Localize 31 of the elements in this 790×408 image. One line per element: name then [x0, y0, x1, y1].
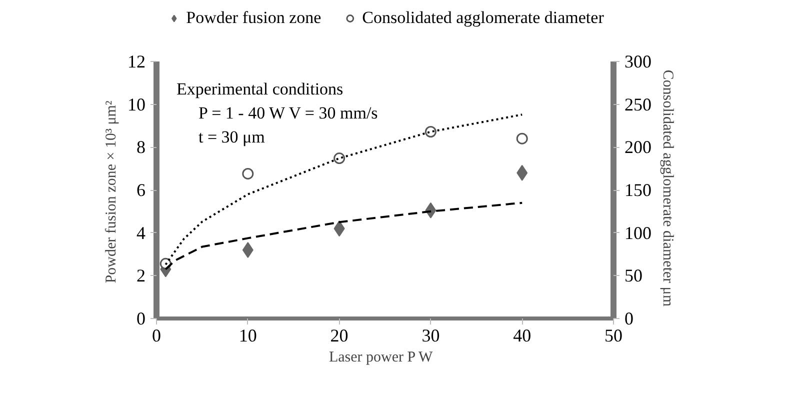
point — [516, 132, 528, 144]
x-tick-label: 20 — [330, 326, 348, 346]
legend-label: Consolidated agglomerate diameter — [362, 8, 604, 28]
x-tick-label: 50 — [604, 326, 622, 346]
y-tick-label: 2 — [136, 266, 146, 286]
x-tick-label: 30 — [422, 326, 440, 346]
point — [424, 126, 436, 138]
y2-axis-title: Consolidated agglomerate diameter μm — [660, 70, 676, 307]
x-tick-label: 40 — [513, 326, 532, 346]
annotation: t = 30 μm — [198, 128, 265, 146]
y-tick-label: 8 — [136, 137, 146, 158]
x-axis-title: Laser power P W — [328, 350, 434, 366]
y2-tick-label: 250 — [624, 94, 652, 114]
y2-tick-label: 50 — [624, 266, 642, 286]
annotation: P = 1 - 40 W V = 30 mm/s — [198, 104, 378, 122]
y-tick-label: 6 — [136, 180, 146, 200]
y-tick-label: 12 — [128, 52, 146, 72]
y2-tick-label: 150 — [624, 180, 652, 200]
y-tick-label: 0 — [136, 308, 146, 328]
y2-tick-label: 100 — [624, 222, 652, 243]
y-tick-label: 10 — [128, 94, 146, 114]
x-tick-label: 0 — [152, 326, 161, 346]
x-tick-label: 10 — [238, 326, 257, 346]
point — [242, 168, 254, 180]
y-axis-title: Powder fusion zone × 10³ μm² — [104, 100, 120, 284]
y2-tick-label: 200 — [624, 137, 652, 158]
y2-tick-label: 300 — [624, 52, 652, 72]
legend-label: Powder fusion zone — [186, 8, 322, 28]
annotation: Experimental conditions — [176, 80, 344, 98]
y-tick-label: 4 — [136, 222, 146, 243]
y2-tick-label: 0 — [624, 308, 634, 328]
